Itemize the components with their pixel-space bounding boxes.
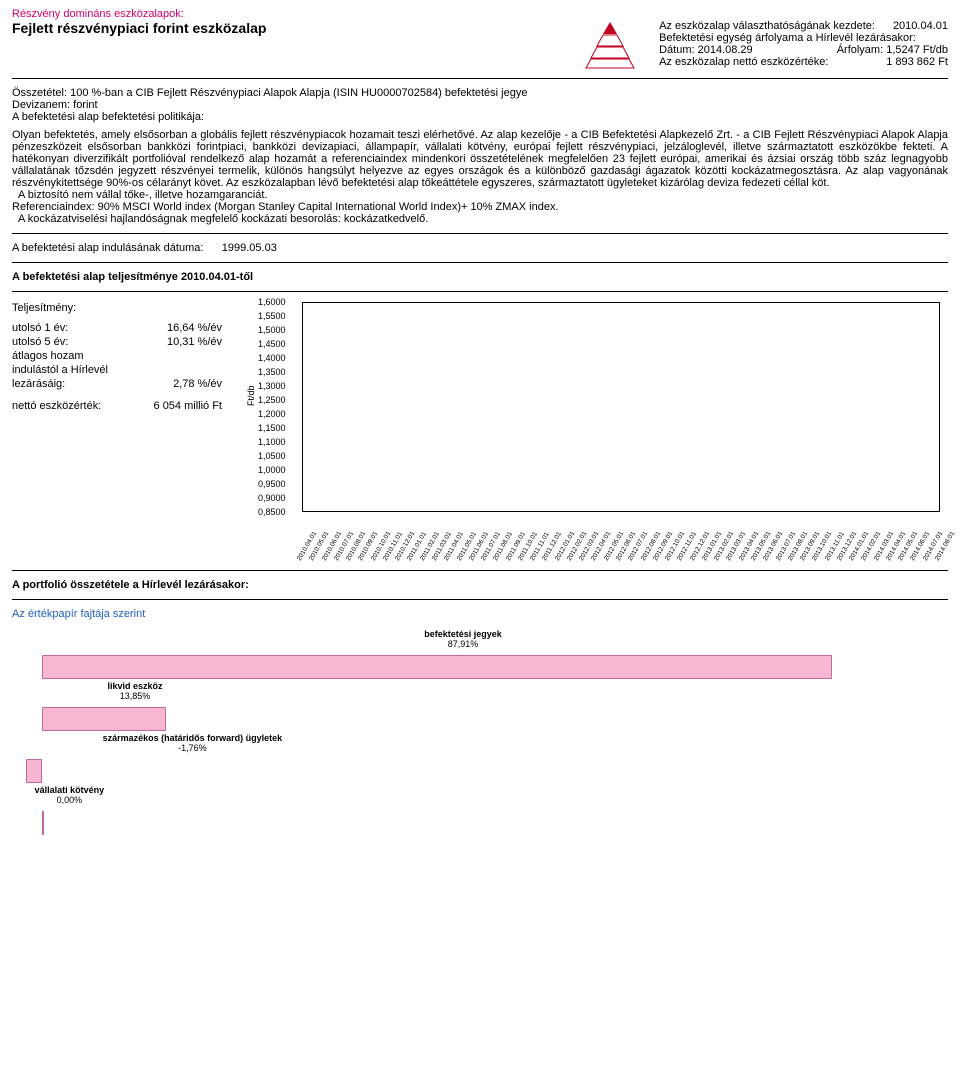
performance-row: indulástól a Hírlevél: [12, 364, 222, 376]
chart-ytick: 1,6000: [258, 297, 286, 307]
chart-ytick: 1,0000: [258, 465, 286, 475]
info-date-value: 2014.08.29: [698, 44, 753, 56]
portfolio-bar-row: likvid eszköz13,85%: [12, 684, 948, 732]
start-date-value: 1999.05.03: [222, 242, 277, 254]
chart-ytick: 1,3500: [258, 367, 286, 377]
divider: [12, 262, 948, 263]
composition-line3: A befektetési alap befektetési politikáj…: [12, 111, 948, 123]
info-price-value: 1,5247 Ft/db: [886, 44, 948, 56]
chart-ytick: 0,9000: [258, 493, 286, 503]
chart-plot-area: [302, 302, 940, 512]
chart-ytick: 1,5500: [258, 311, 286, 321]
chart-ytick: 1,1000: [258, 437, 286, 447]
performance-row: utolsó 5 év: 10,31 %/év: [12, 336, 222, 348]
info-start-label: Az eszközalap választhatóságának kezdete…: [659, 20, 875, 32]
perf-key: lezárásáig:: [12, 378, 65, 390]
chart-ytick: 0,8500: [258, 507, 286, 517]
perf-value: 16,64 %/év: [167, 322, 222, 334]
performance-title: A befektetési alap teljesítménye 2010.04…: [12, 271, 948, 283]
portfolio-bar-row: származékos (határidős forward) ügyletek…: [12, 736, 948, 784]
info-nav-value: 1 893 862 Ft: [886, 56, 948, 68]
portfolio-bar: [42, 707, 166, 731]
info-price-label: Árfolyam:: [837, 44, 883, 56]
portfolio-bar-chart: befektetési jegyek87,91% likvid eszköz13,…: [12, 632, 948, 836]
fund-category: Részvény domináns eszközalapok:: [12, 8, 948, 20]
info-price-intro: Befektetési egység árfolyama a Hírlevél …: [659, 32, 948, 44]
chart-ytick: 1,0500: [258, 451, 286, 461]
start-date-label: A befektetési alap indulásának dátuma:: [12, 242, 203, 254]
line-chart: Ft/db 1,60001,55001,50001,45001,40001,35…: [246, 302, 948, 562]
chart-ytick: 1,1500: [258, 423, 286, 433]
chart-xticks: 2010.04.012010.05.012010.06.012010.07.01…: [302, 512, 940, 562]
chart-ytick: 1,5000: [258, 325, 286, 335]
portfolio-bar: [26, 759, 42, 783]
portfolio-bar-label: likvid eszköz13,85%: [107, 682, 162, 702]
composition-block: Összetétel: 100 %-ban a CIB Fejlett Rész…: [12, 87, 948, 225]
reference-index: Referenciaindex: 90% MSCI World index (M…: [12, 201, 948, 213]
portfolio-subtitle: Az értékpapír fajtája szerint: [12, 608, 948, 620]
portfolio-bar-row: vállalati kötvény0,00%: [12, 788, 948, 836]
risk-rating: A kockázatviselési hajlandóságnak megfel…: [18, 213, 948, 225]
chart-ytick: 1,4000: [258, 353, 286, 363]
performance-label: Teljesítmény:: [12, 302, 222, 314]
header: Részvény domináns eszközalapok: Fejlett …: [12, 8, 948, 70]
performance-row: átlagos hozam: [12, 350, 222, 362]
chart-ytick: 0,9500: [258, 479, 286, 489]
perf-value: 10,31 %/év: [167, 336, 222, 348]
info-date-label: Dátum:: [659, 44, 694, 56]
policy-body: Olyan befektetés, amely elsősorban a glo…: [12, 129, 948, 189]
performance-row: lezárásáig: 2,78 %/év: [12, 378, 222, 390]
performance-section: Teljesítmény: utolsó 1 év:16,64 %/évutol…: [12, 302, 948, 562]
portfolio-bar-label: vállalati kötvény0,00%: [35, 786, 105, 806]
chart-ytick: 1,2500: [258, 395, 286, 405]
portfolio-bar-label: befektetési jegyek87,91%: [424, 630, 502, 650]
divider: [12, 78, 948, 79]
composition-line1: Összetétel: 100 %-ban a CIB Fejlett Rész…: [12, 87, 948, 99]
divider: [12, 570, 948, 571]
composition-line2: Devizanem: forint: [12, 99, 948, 111]
divider: [12, 599, 948, 600]
info-nav-label: Az eszközalap nettó eszközértéke:: [659, 56, 828, 68]
perf-key: utolsó 1 év:: [12, 322, 68, 334]
start-date-row: A befektetési alap indulásának dátuma: 1…: [12, 242, 948, 254]
chart-line-svg: [303, 303, 938, 315]
perf-key: átlagos hozam: [12, 350, 84, 362]
portfolio-title: A portfolió összetétele a Hírlevél lezár…: [12, 579, 948, 591]
portfolio-bar: [42, 811, 44, 835]
performance-row: utolsó 1 év: 16,64 %/év: [12, 322, 222, 334]
divider: [12, 233, 948, 234]
chart-ylabel: Ft/db: [246, 385, 256, 406]
divider: [12, 291, 948, 292]
perf-key: utolsó 5 év:: [12, 336, 68, 348]
guarantee-note: A biztosító nem vállal tőke-, illetve ho…: [18, 189, 948, 201]
risk-pyramid-icon: [585, 20, 635, 70]
performance-table: Teljesítmény: utolsó 1 év:16,64 %/évutol…: [12, 302, 222, 562]
chart-ytick: 1,2000: [258, 409, 286, 419]
portfolio-bar: [42, 655, 832, 679]
perf-value: 2,78 %/év: [173, 378, 222, 390]
chart-ytick: 1,3000: [258, 381, 286, 391]
portfolio-bar-label: származékos (határidős forward) ügyletek…: [103, 734, 283, 754]
chart-ytick: 1,4500: [258, 339, 286, 349]
nav-label: nettó eszközérték:: [12, 400, 101, 412]
nav-value: 6 054 millió Ft: [154, 400, 222, 412]
portfolio-bar-row: befektetési jegyek87,91%: [12, 632, 948, 680]
header-info: Az eszközalap választhatóságának kezdete…: [659, 20, 948, 68]
info-start-value: 2010.04.01: [893, 20, 948, 32]
fund-name: Fejlett részvénypiaci forint eszközalap: [12, 20, 266, 36]
perf-key: indulástól a Hírlevél: [12, 364, 108, 376]
